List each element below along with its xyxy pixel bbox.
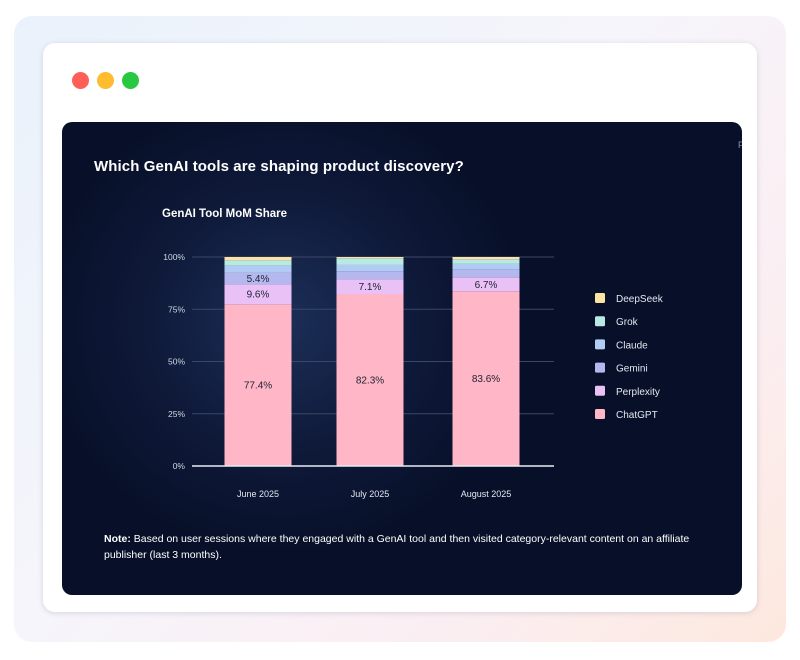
y-tick-label: 75%	[168, 304, 185, 314]
data-label: 82.3%	[356, 375, 384, 386]
legend-label-deepseek: DeepSeek	[616, 294, 664, 305]
bar-segment-chatgpt	[336, 293, 404, 466]
bar-segment-deepseek	[452, 257, 520, 260]
legend-swatch-deepseek	[595, 293, 605, 303]
chart-card: Which GenAI tools are shaping product di…	[62, 122, 742, 595]
bar-segment-gemini	[452, 269, 520, 278]
data-label: 7.1%	[359, 282, 382, 293]
bar-segment-chatgpt	[224, 304, 292, 466]
legend-label-perplexity: Perplexity	[616, 387, 660, 398]
legend-label-claude: Claude	[616, 340, 648, 351]
data-label: 5.4%	[247, 274, 270, 285]
chart-note: Note: Based on user sessions where they …	[104, 531, 724, 563]
data-label: 83.6%	[472, 374, 500, 385]
bar-segment-claude	[224, 265, 292, 273]
bar-segment-deepseek	[336, 257, 404, 259]
legend-swatch-grok	[595, 316, 605, 327]
x-tick-label: July 2025	[351, 489, 390, 499]
x-tick-label: June 2025	[237, 489, 279, 499]
bar-segment-claude	[452, 263, 520, 270]
legend-swatch-claude	[595, 339, 605, 350]
bar-segment-perplexity	[224, 284, 292, 305]
legend-label-chatgpt: ChatGPT	[616, 410, 658, 421]
stacked-bar-chart: 0% 25% 50% 75% 100% 77.4% 9.6% 5.4% June 2025 82.…	[163, 252, 664, 499]
legend-swatch-gemini	[595, 362, 605, 373]
card-title: Which GenAI tools are shaping product di…	[94, 158, 464, 175]
close-window-button[interactable]	[72, 72, 89, 89]
legend-swatch-perplexity	[595, 385, 605, 396]
y-tick-label: 50%	[168, 357, 185, 367]
data-label: 6.7%	[475, 280, 498, 291]
window-controls	[72, 72, 139, 89]
x-tick-label: August 2025	[461, 489, 512, 499]
minimize-window-button[interactable]	[97, 72, 114, 89]
bar-segment-grok	[452, 259, 520, 264]
legend-label-grok: Grok	[616, 317, 639, 328]
bar-segment-claude	[336, 264, 404, 272]
legend-label-gemini: Gemini	[616, 364, 648, 375]
note-text: Based on user sessions where they engage…	[104, 533, 690, 561]
bar-segment-grok	[336, 258, 404, 265]
chart-title: GenAI Tool MoM Share	[162, 208, 288, 220]
y-tick-label: 0%	[173, 461, 186, 471]
data-label: 9.6%	[247, 290, 270, 301]
bar-segment-perplexity	[336, 279, 404, 294]
bar-segment-gemini	[336, 271, 404, 280]
note-label: Note:	[104, 533, 131, 545]
legend-swatch-chatgpt	[595, 409, 605, 419]
bar-segment-perplexity	[452, 277, 520, 292]
clipped-text-fragment: P	[738, 140, 742, 150]
bar-segment-gemini	[224, 272, 292, 285]
y-tick-label: 25%	[168, 409, 185, 419]
bar-segment-grok	[224, 260, 292, 266]
data-label: 77.4%	[244, 381, 272, 392]
bar-segment-chatgpt	[452, 291, 520, 466]
bar-segment-deepseek	[224, 257, 292, 261]
y-tick-label: 100%	[163, 252, 185, 262]
maximize-window-button[interactable]	[122, 72, 139, 89]
